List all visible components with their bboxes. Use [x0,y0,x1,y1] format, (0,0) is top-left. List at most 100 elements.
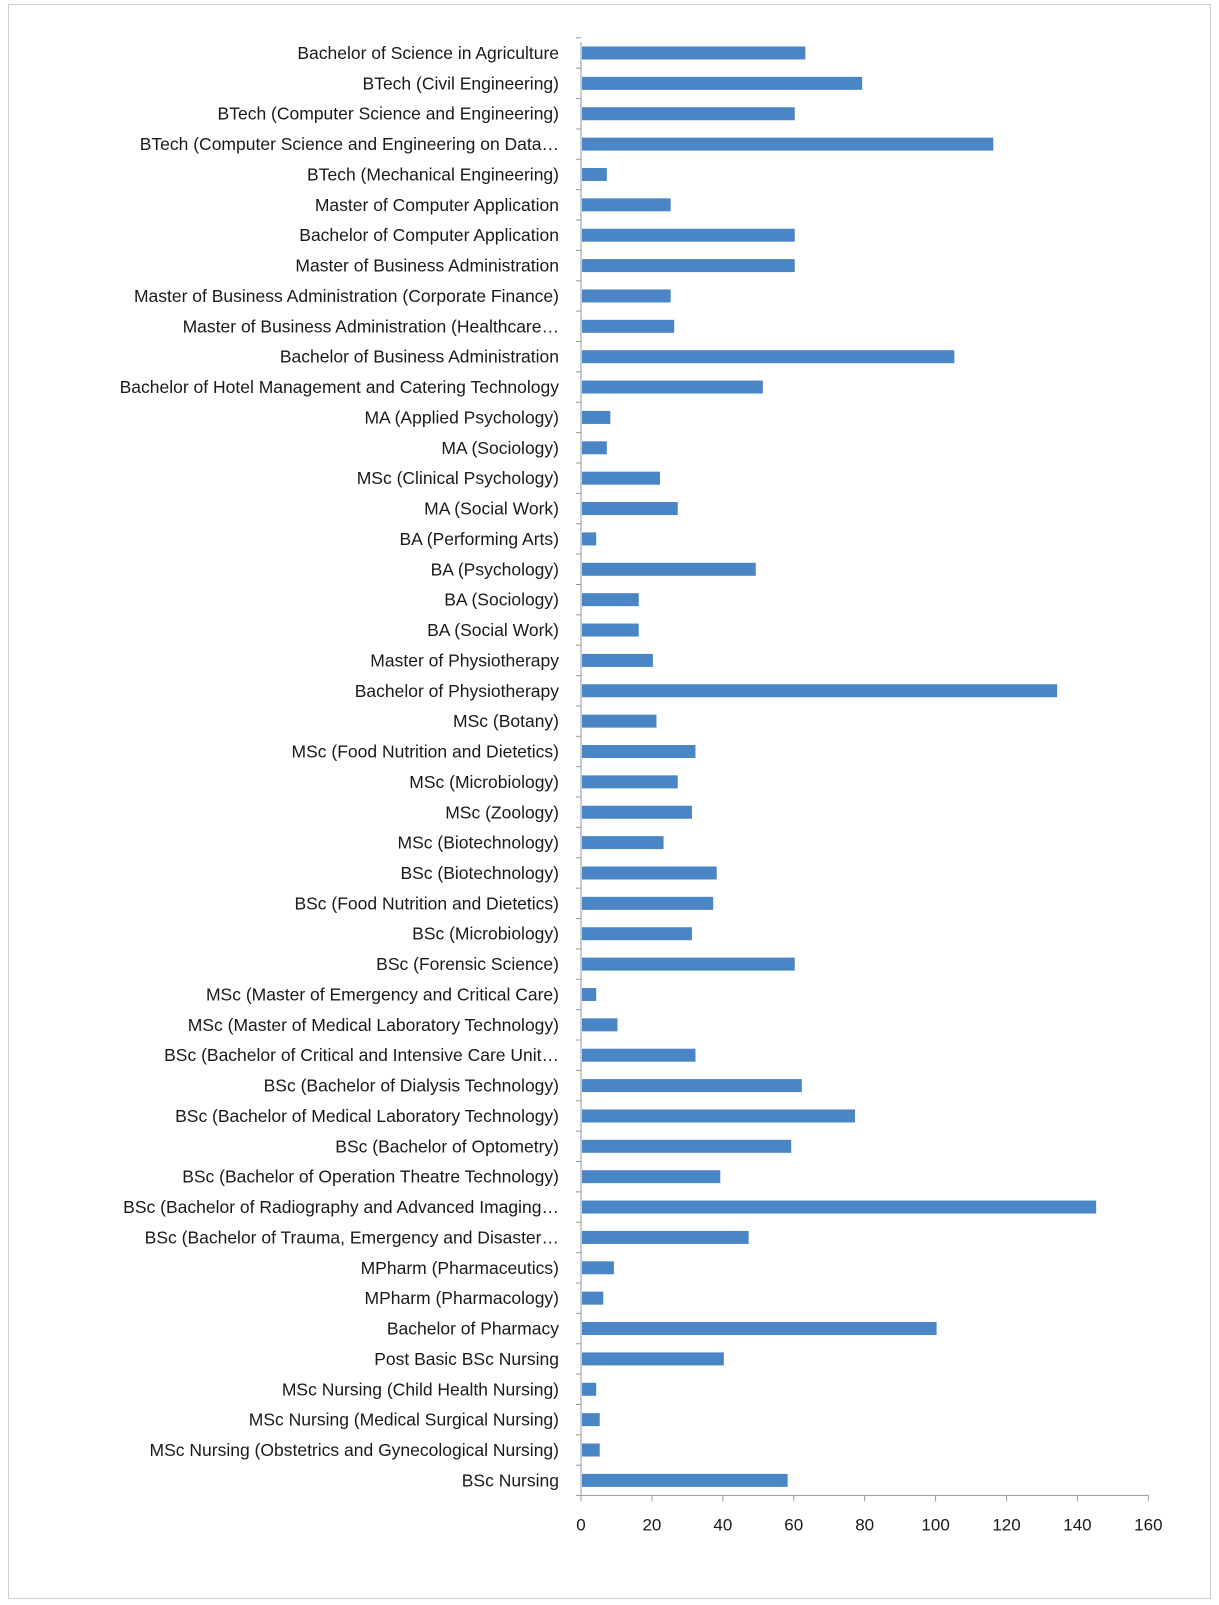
category-label: BTech (Computer Science and Engineering … [140,134,559,154]
category-label: MSc Nursing (Medical Surgical Nursing) [249,1410,559,1430]
category-label: MSc (Clinical Psychology) [357,468,559,488]
bar-chart: Bachelor of Science in Agriculture BTech … [120,37,1163,1534]
category-label: BTech (Civil Engineering) [363,73,559,93]
bar [582,380,763,394]
category-label: MSc Nursing (Child Health Nursing) [282,1379,559,1399]
category-label: BSc (Biotechnology) [400,863,559,883]
category-label: BA (Sociology) [444,590,559,610]
bar [582,927,692,941]
category-label: BA (Social Work) [427,620,559,640]
bar [582,1322,937,1336]
x-tick-label: 120 [992,1515,1020,1534]
bar [582,471,661,485]
bar [582,76,863,90]
bar [582,1413,600,1427]
category-label: BSc (Food Nutrition and Dietetics) [294,893,559,913]
bar [582,714,657,728]
category-label: MSc (Zoology) [445,802,559,822]
x-tick-label: 160 [1134,1515,1162,1534]
bar [582,562,756,576]
category-label: BSc (Bachelor of Radiography and Advance… [123,1197,559,1217]
category-label: BA (Psychology) [431,559,559,579]
bar [582,987,597,1001]
category-label: MA (Applied Psychology) [364,407,559,427]
bar [582,623,639,637]
category-label: BA (Performing Arts) [400,529,560,549]
x-tick-label: 40 [713,1515,732,1534]
bar [582,775,678,789]
category-label: BSc (Bachelor of Critical and Intensive … [164,1045,559,1065]
category-label: MSc Nursing (Obstetrics and Gynecologica… [150,1440,559,1460]
category-label: Master of Business Administration [295,256,559,276]
bar [582,653,653,667]
category-label: Master of Physiotherapy [370,650,559,670]
x-tick-label: 0 [576,1515,585,1534]
category-label: Bachelor of Business Administration [280,347,559,367]
bar [582,228,795,242]
bar [582,137,994,151]
bar [582,745,696,759]
category-label: BSc (Bachelor of Trauma, Emergency and D… [145,1227,559,1247]
bar [582,502,678,516]
bar [582,1018,618,1032]
bar [582,410,611,424]
bar [582,805,692,819]
x-tick-label: 100 [921,1515,949,1534]
category-label: MPharm (Pharmaceutics) [361,1258,559,1278]
x-tick-label: 80 [855,1515,874,1534]
bar [582,1443,600,1457]
bar [582,836,664,850]
category-label: MSc (Botany) [453,711,559,731]
category-label: BSc (Microbiology) [412,924,559,944]
bar [582,866,717,880]
bar [582,1170,721,1184]
category-label: Bachelor of Physiotherapy [355,681,560,701]
category-label: BTech (Mechanical Engineering) [307,164,559,184]
category-label: MSc (Biotechnology) [398,833,559,853]
bar [582,289,671,303]
category-label: MSc (Master of Medical Laboratory Techno… [188,1015,559,1035]
category-label: Bachelor of Hotel Management and Caterin… [120,377,560,397]
category-label: Bachelor of Science in Agriculture [297,43,559,63]
bar [582,1352,724,1366]
bar [582,350,955,364]
category-label: MSc (Microbiology) [409,772,559,792]
category-label: Master of Computer Application [315,195,559,215]
bar [582,1382,597,1396]
category-label: MA (Social Work) [424,499,559,519]
category-label: Bachelor of Computer Application [299,225,559,245]
bar [582,532,597,546]
bar [582,1230,749,1244]
bar [582,198,671,212]
bar [582,593,639,607]
bar [582,107,795,121]
bar [582,1200,1097,1214]
bar [582,1139,792,1153]
bar [582,896,714,910]
x-tick-label: 60 [784,1515,803,1534]
category-label: BSc (Bachelor of Operation Theatre Techn… [182,1167,559,1187]
bar [582,441,607,455]
category-label: BSc Nursing [462,1470,559,1490]
category-label: MSc (Master of Emergency and Critical Ca… [206,984,559,1004]
category-label: MA (Sociology) [441,438,559,458]
bar [582,1048,696,1062]
bar [582,1079,802,1093]
bar [582,259,795,273]
category-label: Master of Business Administration (Healt… [183,316,559,336]
bar [582,46,806,60]
category-label: MSc (Food Nutrition and Dietetics) [292,742,559,762]
category-label: BSc (Bachelor of Dialysis Technology) [264,1076,559,1096]
category-label: Bachelor of Pharmacy [387,1319,559,1339]
category-label: BSc (Forensic Science) [376,954,559,974]
bar [582,684,1058,698]
category-label: Master of Business Administration (Corpo… [134,286,559,306]
category-label: BTech (Computer Science and Engineering) [218,104,559,124]
bar [582,957,795,971]
chart-frame: Bachelor of Science in Agriculture BTech … [8,4,1211,1599]
bar [582,1291,604,1305]
category-label: BSc (Bachelor of Optometry) [335,1136,559,1156]
bar [582,1473,788,1487]
category-label: MPharm (Pharmacology) [365,1288,560,1308]
category-label: BSc (Bachelor of Medical Laboratory Tech… [175,1106,559,1126]
